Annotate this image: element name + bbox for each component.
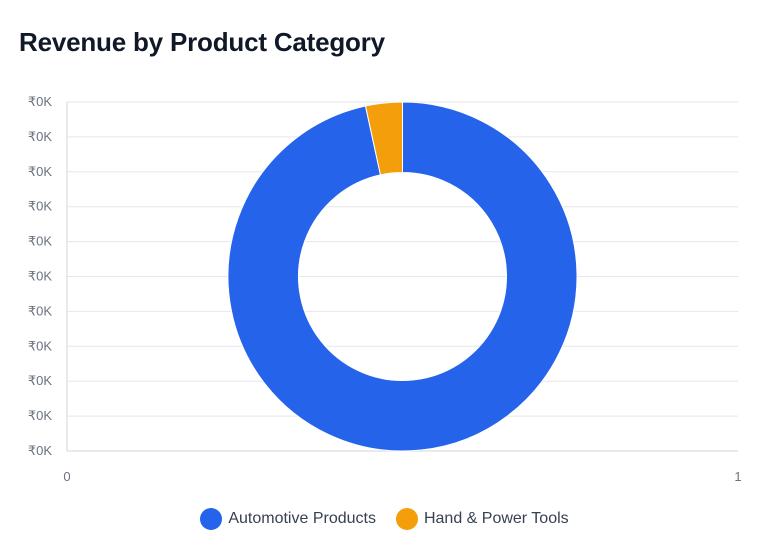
- legend-swatch-tools: [395, 508, 418, 530]
- y-tick-label: ₹0K: [28, 199, 53, 214]
- x-tick-label: 1: [734, 469, 741, 484]
- chart-title: Revenue by Product Category: [19, 27, 385, 57]
- axes: ₹0K ₹0K ₹0K ₹0K ₹0K ₹0K ₹0K ₹0K ₹0K ₹0K ₹0K 0 1: [28, 94, 742, 484]
- donut-slice-hand-power-tools[interactable]: [364, 101, 403, 176]
- legend-label-tools: Hand & Power Tools: [423, 510, 569, 527]
- y-tick-label: ₹0K: [28, 129, 53, 144]
- legend-swatch-automotive: [200, 508, 223, 530]
- y-tick-label: ₹0K: [28, 164, 53, 179]
- y-tick-label: ₹0K: [28, 234, 53, 249]
- y-tick-label: ₹0K: [28, 94, 53, 109]
- x-tick-label: 0: [63, 469, 70, 484]
- legend-label-automotive: Automotive Products: [228, 510, 376, 527]
- y-tick-label: ₹0K: [28, 303, 53, 318]
- y-tick-label: ₹0K: [28, 443, 53, 458]
- donut-slices: [227, 101, 578, 452]
- y-tick-label: ₹0K: [28, 338, 53, 353]
- donut-slice-automotive-products[interactable]: [227, 101, 578, 452]
- y-tick-label: ₹0K: [28, 269, 53, 284]
- y-tick-label: ₹0K: [28, 373, 53, 388]
- legend-item-automotive[interactable]: Automotive Products: [200, 508, 376, 530]
- y-tick-label: ₹0K: [28, 408, 53, 423]
- legend-item-tools[interactable]: Hand & Power Tools: [395, 508, 569, 530]
- chart-legend: Automotive Products Hand & Power Tools: [0, 508, 769, 530]
